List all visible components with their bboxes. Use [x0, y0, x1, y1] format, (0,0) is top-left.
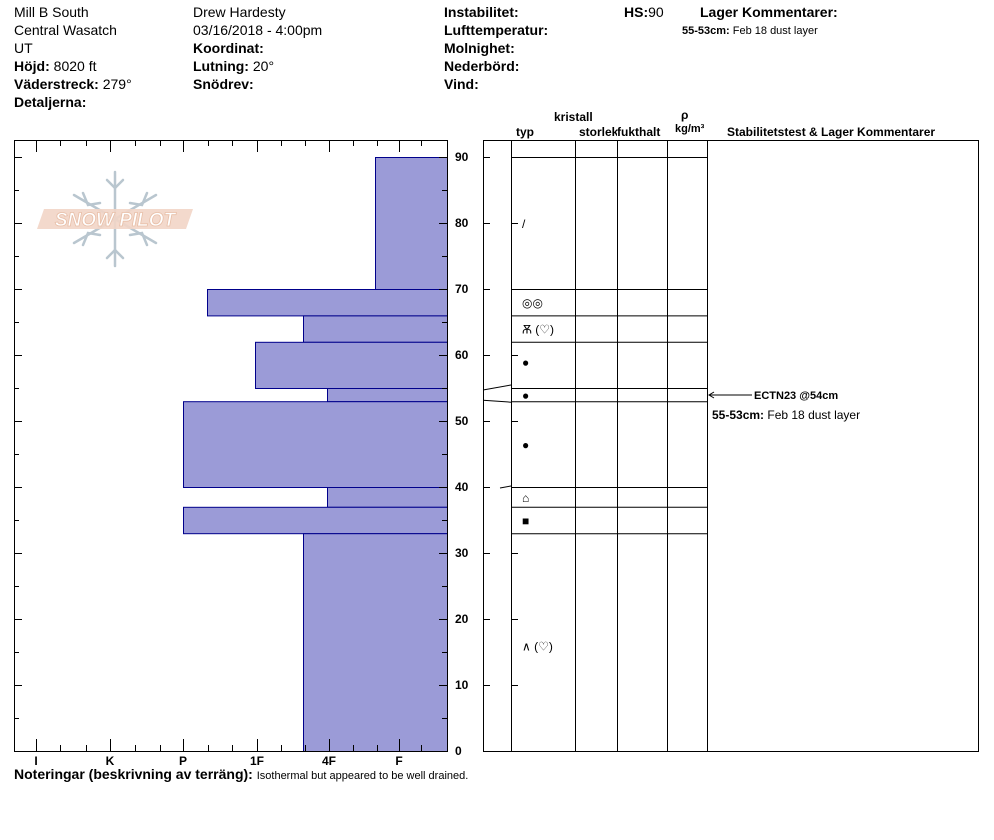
grain-symbol-2: Ѫ (♡): [522, 323, 554, 337]
x-tick-label-F: F: [395, 754, 402, 768]
slope-row: Lutning: 20°: [193, 57, 274, 75]
logo-text: SNOW PILOT: [55, 210, 177, 231]
observation-datetime: 03/16/2018 - 4:00pm: [193, 22, 323, 38]
column-header-typ: typ: [516, 125, 534, 139]
stability-comment-range: 55-53cm:: [712, 408, 765, 422]
grain-symbol-5: ●: [522, 438, 529, 452]
hardness-plot-frame: [14, 140, 448, 752]
notes-label: Noteringar (beskrivning av terräng):: [14, 766, 253, 782]
slope-label: Lutning:: [193, 58, 249, 74]
elevation-label: Höjd:: [14, 58, 50, 74]
stability-test-label: ECTN23 @54cm: [754, 390, 839, 402]
grain-symbol-6: ⌂: [522, 491, 529, 505]
column-header-rho: ρ: [681, 108, 689, 122]
grain-symbol-7: ■: [522, 514, 529, 528]
x-tick-label-I: I: [34, 754, 37, 768]
location-name: Mill B South: [14, 4, 89, 20]
snowpilot-logo: SNOW PILOT: [37, 170, 193, 268]
hardness-bars: [183, 157, 448, 753]
hardness-bar-3: [255, 341, 448, 389]
y-tick-label-50: 50: [455, 414, 469, 428]
hardness-bar-8: [303, 533, 448, 753]
hardness-bar-2: [303, 315, 448, 343]
grain-symbol-4: ●: [522, 389, 529, 403]
y-tick-label-10: 10: [455, 678, 469, 692]
grain-symbol-8: ∧ (♡): [522, 639, 553, 653]
y-tick-label-20: 20: [455, 612, 469, 626]
coordinate-label: Koordinat:: [193, 40, 264, 56]
column-header-density-unit: kg/m³: [675, 123, 705, 135]
column-header-kristall: kristall: [554, 110, 593, 124]
instability-label: Instabilitet:: [444, 4, 519, 20]
y-tick-label-60: 60: [455, 348, 469, 362]
air-temperature-label: Lufttemperatur:: [444, 22, 549, 38]
aspect-value: 279°: [102, 76, 132, 92]
slope-value: 20°: [252, 58, 275, 74]
column-header-fukthalt: fukthalt: [617, 125, 661, 139]
grain-symbol-3: ●: [522, 356, 529, 370]
sky-label: Molnighet:: [444, 40, 515, 56]
wind-label: Vind:: [444, 76, 479, 92]
hs-value: 90: [648, 4, 664, 20]
elevation-row: Höjd: 8020 ft: [14, 57, 96, 75]
depth-connector-40: [499, 485, 512, 489]
stability-layer-comment: 55-53cm: Feb 18 dust layer: [712, 408, 860, 422]
hardness-bar-1: [207, 289, 448, 317]
y-tick-label-90: 90: [455, 150, 469, 164]
hardness-axis-ticks: I K P 1F 4F F: [14, 140, 448, 768]
y-tick-label-80: 80: [455, 216, 469, 230]
column-header-storlek: storlek: [579, 125, 617, 139]
details-label: Detaljerna:: [14, 94, 87, 110]
grain-symbol-0: /: [522, 217, 526, 231]
observer-name: Drew Hardesty: [193, 4, 286, 20]
grain-symbol-1: ◎◎: [522, 296, 543, 310]
wind-loading-label: Snödrev:: [193, 76, 254, 92]
header-layer-comment-range: 55-53cm:: [682, 25, 730, 37]
y-tick-label-30: 30: [455, 546, 469, 560]
hardness-bar-4: [327, 388, 448, 403]
hs-row: HS:90: [624, 3, 664, 21]
stability-test-arrow: [708, 391, 752, 399]
column-header-stability: Stabilitetstest & Lager Kommentarer: [727, 125, 936, 139]
stability-comment-text: Feb 18 dust layer: [767, 408, 861, 422]
x-tick-label-1F: 1F: [250, 754, 264, 768]
notes-text: Isothermal but appeared to be well drain…: [256, 770, 469, 782]
header-layer-comment: 55-53cm: Feb 18 dust layer: [682, 24, 818, 38]
header-layer-comment-text: Feb 18 dust layer: [732, 25, 818, 37]
hs-label: HS:: [624, 4, 649, 20]
grain-layer-lines: [482, 157, 707, 535]
notes-row: Noteringar (beskrivning av terräng): Iso…: [14, 766, 468, 782]
hardness-bar-7: [183, 506, 448, 535]
grain-table-frame: [483, 140, 979, 752]
elevation-value: 8020 ft: [53, 58, 97, 74]
y-tick-label-0: 0: [455, 744, 462, 758]
hardness-bar-5: [183, 401, 448, 489]
precipitation-label: Nederbörd:: [444, 58, 520, 74]
x-tick-label-P: P: [179, 754, 187, 768]
y-tick-label-70: 70: [455, 282, 469, 296]
grain-symbols: / ◎◎ Ѫ (♡) ● ● ● ⌂ ■ ∧ (♡): [522, 217, 554, 653]
x-tick-label-K: K: [106, 754, 115, 768]
aspect-label: Väderstreck:: [14, 76, 99, 92]
state-name: UT: [14, 40, 33, 56]
depth-connector-53: [482, 399, 512, 403]
depth-connector-55: [482, 384, 512, 391]
layer-comments-label: Lager Kommentarer:: [700, 4, 838, 20]
hardness-bar-0: [375, 157, 448, 290]
range-name: Central Wasatch: [14, 22, 117, 38]
x-tick-label-4F: 4F: [322, 754, 336, 768]
y-tick-label-40: 40: [455, 480, 469, 494]
aspect-row: Väderstreck: 279°: [14, 75, 132, 93]
hardness-bar-6: [327, 487, 448, 508]
